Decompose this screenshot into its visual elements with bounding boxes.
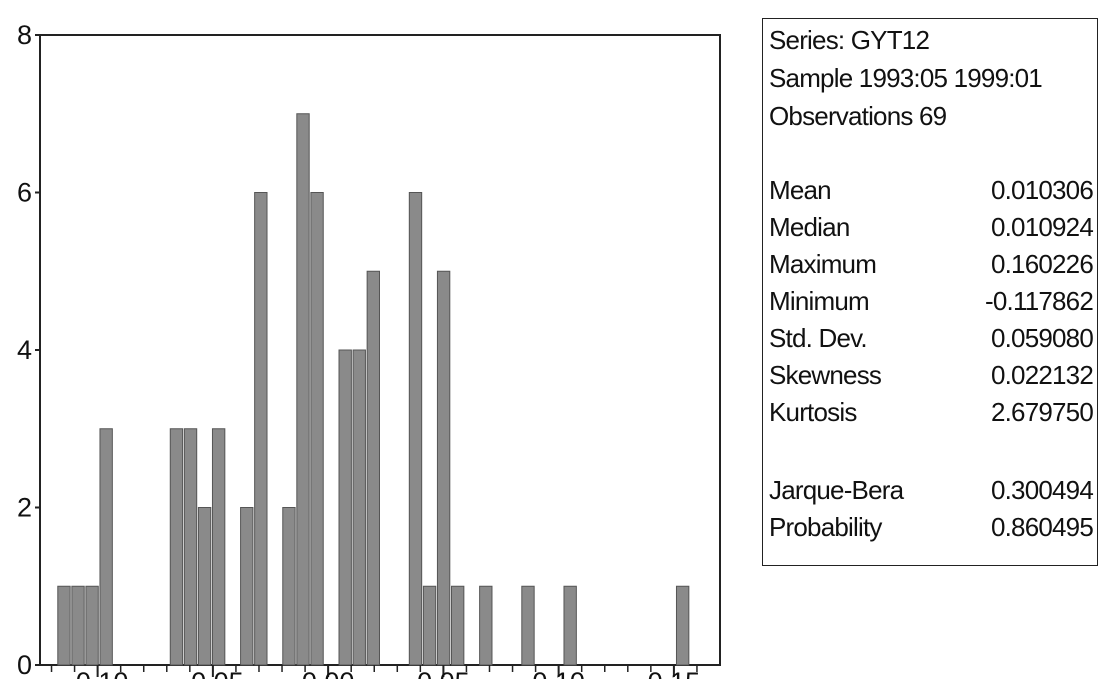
stat-row-minimum: Minimum -0.117862 [769, 286, 1094, 318]
x-tick-label: 0.10 [532, 667, 585, 679]
stat-label: Mean [769, 175, 832, 205]
stat-value: 0.160226 [990, 249, 1094, 279]
stat-label: Probability [769, 512, 882, 542]
y-tick-label: 0 [17, 650, 32, 679]
stat-label: Median [769, 212, 850, 242]
stat-value: 0.010924 [990, 212, 1094, 242]
stat-label: Skewness [769, 360, 882, 390]
stat-label: Kurtosis [769, 397, 857, 427]
histogram-bar [169, 428, 184, 666]
histogram-bar [436, 270, 451, 666]
histogram-bar [183, 428, 198, 666]
stat-row-std-dev: Std. Dev. 0.059080 [769, 323, 1094, 355]
x-axis: -0.10 -0.05 0.00 0.05 0.10 0.15 [50, 665, 701, 679]
histogram-bar [422, 585, 437, 666]
histogram-bar [71, 585, 85, 666]
stat-row-median: Median 0.010924 [769, 212, 1094, 244]
stat-row-mean: Mean 0.010306 [769, 175, 1094, 207]
histogram-bar [99, 428, 113, 666]
y-tick-label: 8 [17, 20, 32, 50]
stat-label: Maximum [769, 249, 877, 279]
histogram-bar [352, 349, 366, 666]
stat-value: 2.679750 [990, 397, 1094, 427]
stat-value: 0.300494 [990, 475, 1094, 505]
histogram-chart: 0 2 4 6 8 -0.10 -0.05 0.00 0.05 0.10 0.15 [17, 20, 721, 679]
histogram-bar [240, 507, 254, 666]
x-tick-label: 0.05 [417, 667, 470, 679]
histogram-bar [197, 507, 212, 666]
stat-value: -0.117862 [985, 286, 1094, 316]
histogram-bar [85, 585, 99, 666]
histogram-bar [211, 428, 226, 666]
y-axis: 0 2 4 6 8 [17, 20, 40, 679]
x-tick-label: -0.10 [67, 667, 129, 679]
x-tick-label: 0.00 [302, 667, 355, 679]
sample-label: Sample 1993:05 1999:01 [769, 63, 1043, 93]
histogram-bar [479, 585, 493, 666]
stat-row-jarque-bera: Jarque-Bera 0.300494 [769, 475, 1094, 507]
stat-label: Std. Dev. [769, 323, 868, 353]
histogram-bar [408, 192, 423, 666]
histogram-bar [563, 585, 577, 666]
x-tick-label: 0.15 [648, 667, 701, 679]
x-tick-label: -0.05 [182, 667, 244, 679]
stat-value: 0.059080 [990, 323, 1094, 353]
stat-value: 0.860495 [990, 512, 1094, 542]
histogram-bar [296, 113, 310, 666]
stat-row-probability: Probability 0.860495 [769, 512, 1094, 544]
histogram-bar [450, 585, 465, 666]
histogram-bar [338, 349, 352, 666]
bars-group [57, 113, 690, 666]
histogram-bar [254, 192, 268, 666]
histogram-bar [282, 507, 296, 666]
stat-label: Minimum [769, 286, 870, 316]
stat-row-skewness: Skewness 0.022132 [769, 360, 1094, 392]
stat-row-kurtosis: Kurtosis 2.679750 [769, 397, 1094, 429]
histogram-bar [310, 192, 324, 666]
histogram-bar [521, 585, 535, 666]
observations-label: Observations 69 [769, 101, 947, 131]
stat-value: 0.022132 [990, 360, 1094, 390]
series-label: Series: GYT12 [769, 25, 930, 55]
y-tick-label: 6 [17, 178, 32, 208]
stat-value: 0.010306 [990, 175, 1094, 205]
histogram-bar [57, 585, 71, 666]
stat-row-maximum: Maximum 0.160226 [769, 249, 1094, 281]
y-tick-label: 4 [17, 335, 32, 365]
stat-label: Jarque-Bera [769, 475, 904, 505]
y-tick-label: 2 [17, 493, 32, 523]
histogram-bar [366, 270, 381, 666]
histogram-bar [675, 585, 690, 666]
statistics-panel: Series: GYT12 Sample 1993:05 1999:01 Obs… [762, 18, 1098, 566]
